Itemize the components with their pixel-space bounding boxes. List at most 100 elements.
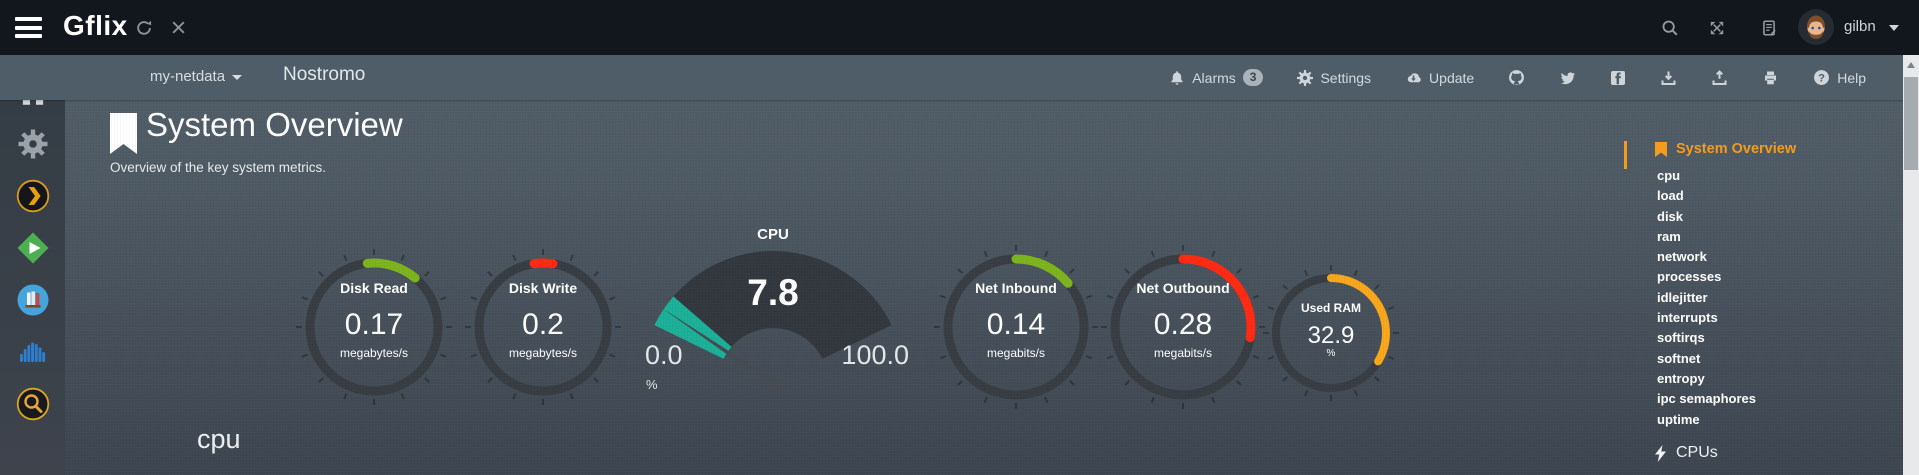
brand-title[interactable]: Gflix (63, 10, 128, 41)
settings-label: Settings (1320, 69, 1372, 86)
facebook-icon (1611, 70, 1626, 85)
fullscreen-expand-icon[interactable] (1708, 19, 1726, 37)
scrollbar-up-arrow[interactable] (1903, 58, 1919, 72)
toc-item-softirqs[interactable]: softirqs (1657, 330, 1705, 346)
bell-icon (1171, 70, 1183, 85)
search-icon[interactable] (1661, 19, 1679, 37)
question-circle-icon: ? (1814, 70, 1830, 85)
app-sidebar (0, 55, 65, 475)
changelog-book-icon[interactable] (1760, 19, 1778, 37)
gauge-value: 32.9 (1307, 322, 1355, 349)
update-button[interactable]: Update (1405, 70, 1474, 86)
gauge-title: Disk Read (340, 280, 408, 296)
toc-item-entropy[interactable]: entropy (1657, 370, 1705, 386)
toc-item-processes[interactable]: processes (1657, 269, 1722, 285)
toc-item-softnet[interactable]: softnet (1657, 350, 1701, 366)
toc-item-ipc-semaphores[interactable]: ipc semaphores (1657, 391, 1756, 407)
emby-shortcut[interactable] (16, 231, 50, 265)
print-button[interactable] (1762, 70, 1779, 86)
navbar-actions: Alarms 3 Settings (1169, 55, 1866, 100)
gauge-title: Disk Write (508, 280, 578, 296)
gauge-value: 0.14 (986, 308, 1046, 341)
gauge-disk-write[interactable]: Disk Write 0.2 megabytes/s (458, 242, 628, 412)
library-shortcut[interactable] (16, 283, 50, 317)
gauge-units: % (1326, 348, 1336, 359)
alarms-button[interactable]: Alarms 3 (1169, 69, 1264, 86)
gauge-max-label: 100.0 (841, 340, 909, 370)
cloud-app-shortcut[interactable] (16, 335, 50, 369)
twitter-button[interactable] (1559, 70, 1576, 86)
toc-item-uptime[interactable]: uptime (1657, 411, 1700, 427)
toc-item-system-overview[interactable]: System Overview (1655, 141, 1796, 157)
import-download-icon (1661, 71, 1676, 85)
search-lantern-icon (16, 387, 49, 421)
scrollbar-thumb[interactable] (1904, 77, 1918, 170)
export-button[interactable] (1711, 69, 1728, 86)
toc-active-label: System Overview (1676, 141, 1797, 157)
gauge-title: CPU (757, 226, 789, 243)
github-icon (1509, 70, 1525, 85)
gauge-value: 0.28 (1153, 308, 1213, 341)
import-button[interactable] (1660, 70, 1677, 86)
host-dropdown[interactable]: my-netdata (150, 68, 243, 85)
github-button[interactable] (1508, 69, 1525, 86)
svg-text:?: ? (1818, 72, 1825, 84)
hostname-title: Nostromo (283, 64, 366, 85)
gauge-units: % (646, 377, 658, 392)
refresh-icon[interactable] (135, 19, 153, 37)
gear-icon (18, 129, 47, 159)
gauge-net-inbound[interactable]: Net Inbound 0.14 megabits/s (931, 242, 1101, 412)
section-heading-cpu: cpu (197, 424, 241, 454)
gauge-net-outbound[interactable]: Net Outbound 0.28 megabits/s (1098, 242, 1268, 412)
plex-shortcut[interactable] (16, 179, 50, 213)
settings-shortcut[interactable] (16, 127, 50, 161)
bookmark-icon (1655, 141, 1667, 157)
alarms-count-badge: 3 (1242, 69, 1264, 86)
avatar-image (1798, 9, 1834, 45)
cloud-download-icon (1407, 72, 1421, 82)
export-upload-icon (1712, 69, 1727, 85)
toc-item-idlejitter[interactable]: idlejitter (1657, 289, 1708, 305)
toc-item-disk[interactable]: disk (1657, 208, 1684, 224)
page-subtitle: Overview of the key system metrics. (110, 160, 327, 175)
update-label: Update (1429, 69, 1475, 86)
alarms-label: Alarms (1192, 69, 1236, 86)
toc-item-list: cpu load disk ram network processes idle… (1657, 166, 1756, 430)
gauge-used-ram[interactable]: Used RAM 32.9 % (1256, 258, 1406, 408)
user-avatar[interactable] (1798, 9, 1834, 45)
cpu-gauge-needle (661, 307, 788, 395)
active-indicator-bar (1624, 141, 1627, 169)
plex-icon (16, 179, 49, 213)
blue-cloud-bars-icon (19, 342, 45, 362)
gauge-value: 0.2 (522, 308, 564, 341)
toc-section-cpus[interactable]: CPUs (1655, 444, 1718, 462)
navbar: my-netdata Nostromo Alarms 3 (0, 55, 1919, 100)
gauge-title: Net Inbound (975, 280, 1057, 296)
gauge-title: Used RAM (1300, 301, 1361, 315)
gauge-cpu[interactable]: CPU 7.8 0.0 100.0 % (633, 198, 913, 408)
table-of-contents: System Overview cpu load disk ram networ… (1620, 100, 1903, 475)
toc-item-network[interactable]: network (1657, 249, 1707, 265)
library-books-icon (17, 284, 48, 316)
gauge-units: megabytes/s (339, 346, 409, 360)
facebook-button[interactable] (1610, 70, 1626, 86)
toc-item-interrupts[interactable]: interrupts (1657, 310, 1718, 326)
user-menu[interactable]: gilbn (1844, 18, 1876, 35)
page-scrollbar[interactable] (1903, 55, 1919, 475)
settings-button[interactable]: Settings (1297, 69, 1372, 86)
gauge-value: 7.8 (747, 272, 799, 313)
lightning-bolt-icon (1655, 444, 1666, 462)
search-app-shortcut[interactable] (16, 387, 50, 421)
toc-item-ram[interactable]: ram (1657, 228, 1681, 244)
toc-item-cpu[interactable]: cpu (1657, 168, 1681, 183)
topbar: Gflix (0, 0, 1919, 55)
help-button[interactable]: ? Help (1813, 69, 1866, 86)
hamburger-menu-button[interactable] (15, 17, 42, 38)
toc-item-load[interactable]: load (1657, 188, 1684, 204)
twitter-icon (1561, 71, 1576, 84)
close-icon[interactable] (170, 19, 187, 36)
caret-down-icon (1889, 25, 1899, 31)
gauge-disk-read[interactable]: Disk Read 0.17 megabytes/s (289, 242, 459, 412)
gear-icon (1297, 69, 1314, 86)
